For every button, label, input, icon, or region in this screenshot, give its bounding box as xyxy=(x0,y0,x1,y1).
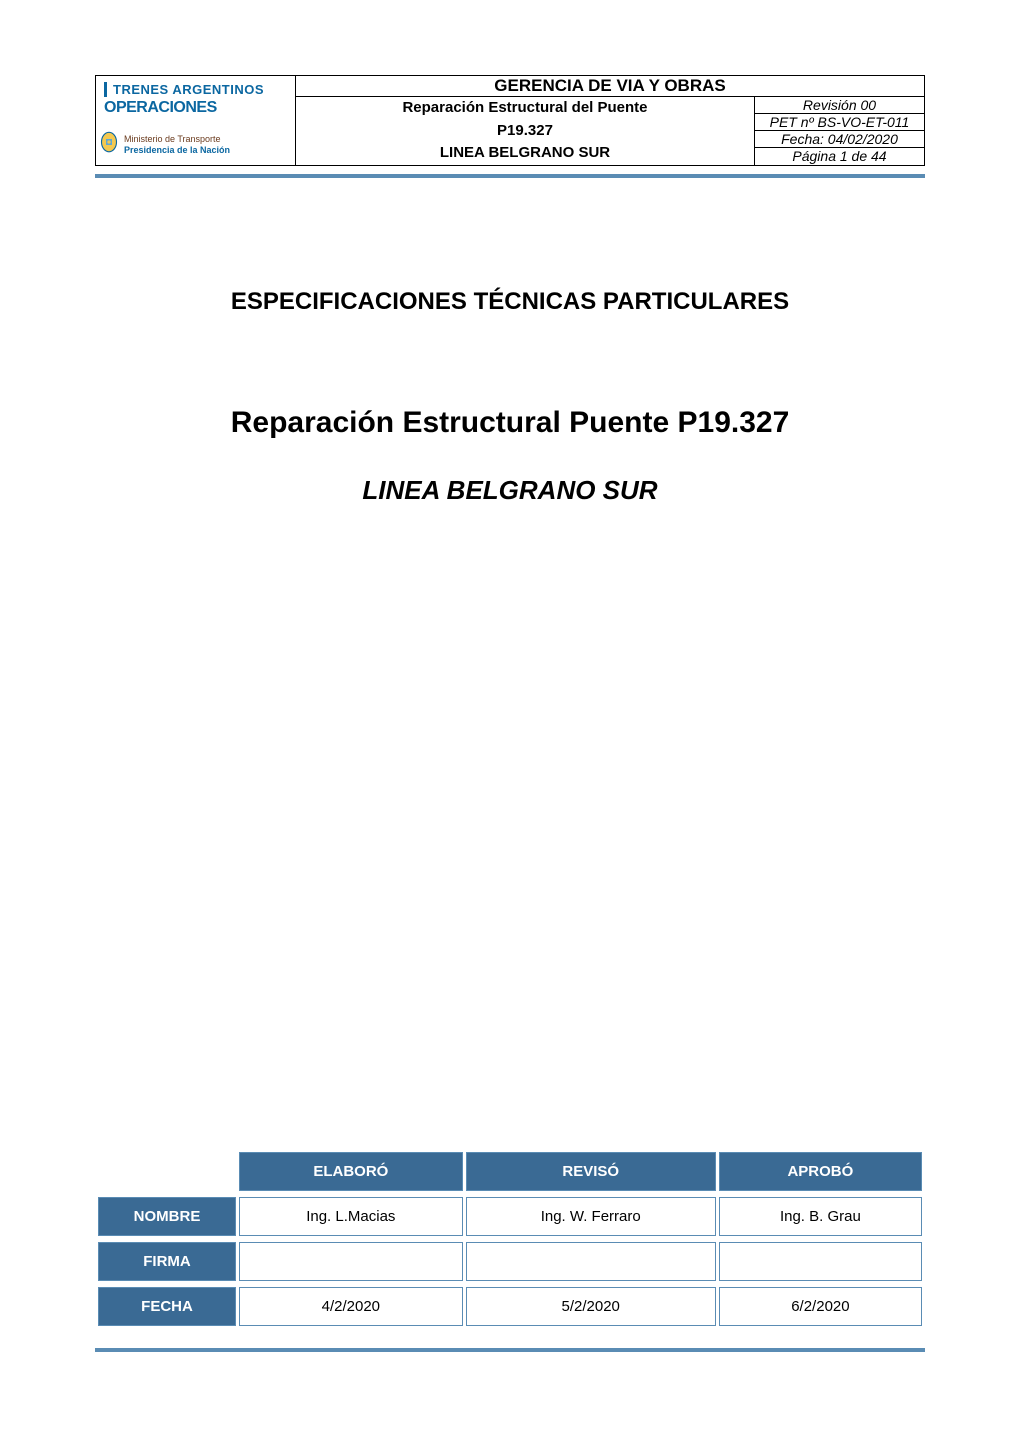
ministerio-line2: Presidencia de la Nación xyxy=(124,145,230,156)
subject-line3: LINEA BELGRANO SUR xyxy=(440,144,610,161)
main-content: ESPECIFICACIONES TÉCNICAS PARTICULARES R… xyxy=(95,288,925,506)
pet-cell: PET nº BS-VO-ET-011 xyxy=(755,114,925,131)
approval-table: ELABORÓ REVISÓ APROBÓ NOMBRE Ing. L.Maci… xyxy=(95,1146,925,1332)
row-header-nombre: NOMBRE xyxy=(98,1197,236,1236)
nombre-aprobo: Ing. B. Grau xyxy=(719,1197,922,1236)
pagina-cell: Página 1 de 44 xyxy=(755,148,925,165)
header-divider xyxy=(95,174,925,178)
title-specifications: ESPECIFICACIONES TÉCNICAS PARTICULARES xyxy=(95,288,925,316)
fecha-cell: Fecha: 04/02/2020 xyxy=(755,131,925,148)
logo-bottom: Ministerio de Transporte Presidencia de … xyxy=(96,131,295,158)
footer-divider xyxy=(95,1348,925,1352)
subject-line2: P19.327 xyxy=(497,122,553,139)
firma-elaboro xyxy=(239,1242,463,1281)
nombre-reviso: Ing. W. Ferraro xyxy=(466,1197,716,1236)
logo-cell: TRENES ARGENTINOS OPERACIONES Ministerio… xyxy=(96,76,296,166)
title-subtitle: LINEA BELGRANO SUR xyxy=(95,475,925,506)
col-header-aprobo: APROBÓ xyxy=(719,1152,922,1191)
subject-line1: Reparación Estructural del Puente xyxy=(402,99,647,116)
firma-aprobo xyxy=(719,1242,922,1281)
document-subject: Reparación Estructural del Puente P19.32… xyxy=(296,97,755,166)
revision-cell: Revisión 00 xyxy=(755,97,925,114)
ministerio-line1: Ministerio de Transporte xyxy=(124,134,230,145)
logo-top: TRENES ARGENTINOS OPERACIONES xyxy=(96,82,295,117)
row-header-fecha: FECHA xyxy=(98,1287,236,1326)
approval-section: ELABORÓ REVISÓ APROBÓ NOMBRE Ing. L.Maci… xyxy=(95,1146,925,1352)
corner-cell xyxy=(98,1152,236,1191)
logo-trenes-text: TRENES ARGENTINOS xyxy=(104,82,264,97)
fecha-aprobo: 6/2/2020 xyxy=(719,1287,922,1326)
gerencia-title: GERENCIA DE VIA Y OBRAS xyxy=(296,76,925,97)
col-header-reviso: REVISÓ xyxy=(466,1152,716,1191)
fecha-elaboro: 4/2/2020 xyxy=(239,1287,463,1326)
title-main: Reparación Estructural Puente P19.327 xyxy=(95,406,925,440)
document-header-table: TRENES ARGENTINOS OPERACIONES Ministerio… xyxy=(95,75,925,166)
logo-operaciones-text: OPERACIONES xyxy=(104,99,217,117)
shield-icon xyxy=(100,131,124,158)
row-header-firma: FIRMA xyxy=(98,1242,236,1281)
nombre-elaboro: Ing. L.Macias xyxy=(239,1197,463,1236)
firma-reviso xyxy=(466,1242,716,1281)
ministerio-text: Ministerio de Transporte Presidencia de … xyxy=(124,134,230,156)
fecha-reviso: 5/2/2020 xyxy=(466,1287,716,1326)
col-header-elaboro: ELABORÓ xyxy=(239,1152,463,1191)
